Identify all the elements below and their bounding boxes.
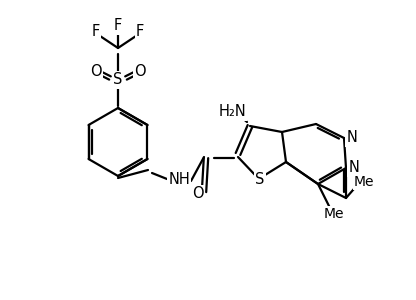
Text: N: N: [347, 130, 357, 146]
Text: O: O: [90, 64, 102, 80]
Text: N: N: [349, 160, 359, 175]
Text: F: F: [114, 19, 122, 34]
Text: F: F: [92, 25, 100, 40]
Text: F: F: [136, 25, 144, 40]
Text: S: S: [255, 172, 265, 188]
Text: O: O: [192, 187, 204, 202]
Text: O: O: [134, 64, 146, 80]
Text: H₂N: H₂N: [218, 104, 246, 119]
Text: Me: Me: [324, 207, 344, 221]
Text: Me: Me: [354, 175, 374, 189]
Text: S: S: [113, 73, 123, 88]
Text: NH: NH: [168, 172, 190, 188]
